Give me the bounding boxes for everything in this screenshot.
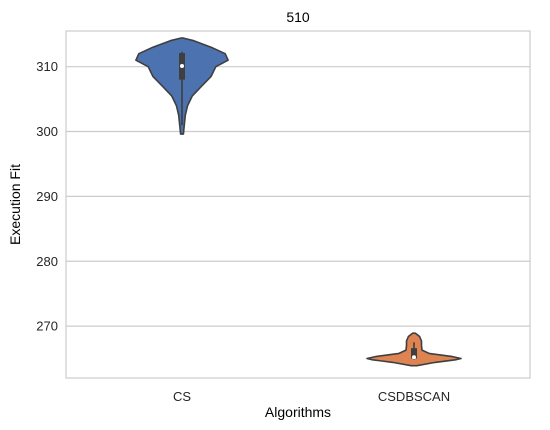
chart-title: 510	[286, 9, 310, 25]
y-tick-labels: 270 280 290 300 310	[36, 59, 58, 333]
y-axis-title: Execution Fit	[7, 164, 23, 245]
violin-series	[135, 37, 462, 367]
plot-frame	[65, 30, 531, 379]
x-axis-title: Algorithms	[265, 404, 331, 420]
y-tick-label: 280	[36, 254, 58, 269]
x-tick-label: CSDBSCAN	[378, 389, 450, 404]
violin-median-point	[180, 64, 184, 69]
x-tick-labels: CS CSDBSCAN	[173, 389, 450, 404]
violin-iqr-box	[411, 348, 417, 359]
x-tick-label: CS	[173, 389, 191, 404]
y-tick-label: 290	[36, 189, 58, 204]
y-tick-label: 300	[36, 124, 58, 139]
y-tick-label: 270	[36, 319, 58, 334]
grid-lines	[66, 66, 530, 327]
y-tick-label: 310	[36, 59, 58, 74]
violin-median-point	[412, 355, 416, 360]
